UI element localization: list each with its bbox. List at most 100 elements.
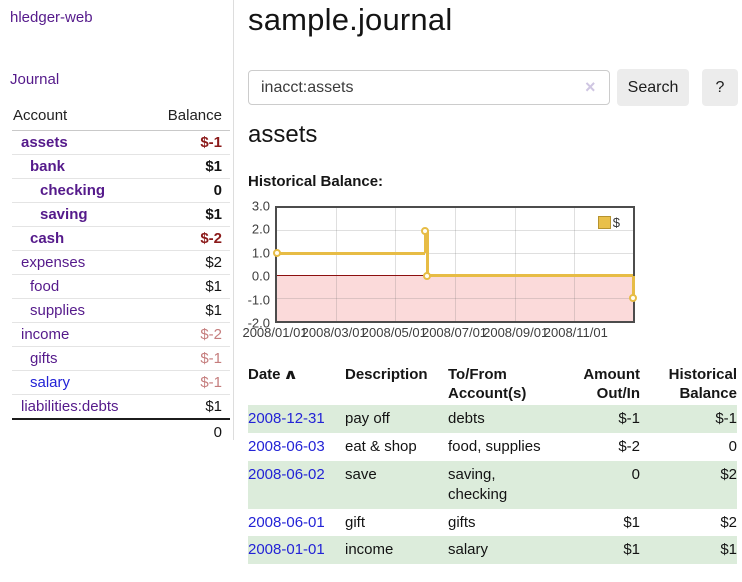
vertical-gridline [514,208,516,321]
account-link[interactable]: supplies [30,302,86,319]
accounts-total-row: 0 [12,418,230,445]
horizontal-gridline [277,252,633,254]
description-column-header: Description [345,366,428,383]
account-balance: $2 [205,254,222,271]
txn-date: 2008-01-01 [248,536,345,564]
account-link[interactable]: food [30,278,60,295]
series-line-segment [427,274,633,278]
series-line-segment [425,230,429,276]
account-balance: $-1 [200,374,222,391]
txn-date: 2008-06-02 [248,461,345,509]
account-link[interactable]: assets [21,134,68,151]
account-link[interactable]: saving [40,206,88,223]
x-axis-tick-label: 2008/01/01 [242,325,308,340]
search-form: × Search ? [248,69,742,106]
txn-historical-balance: $2 [720,513,737,531]
transaction-row: 2008-06-02 save saving, checking 0 $2 [248,460,737,509]
x-axis-tick-label: 2008/03/01 [301,325,367,340]
transaction-row: 2008-06-03 eat & shop food, supplies $-2 0 [248,433,737,461]
sidebar: hledger-web Journal Account Balance asse… [0,0,234,441]
vertical-gridline [335,208,337,321]
sort-ascending-icon: ∧ [282,366,298,382]
txn-historical-balance: $-1 [715,410,737,428]
txn-historical-balance: 0 [728,438,737,456]
txn-description: gift [345,513,366,531]
txn-historical-balance: $1 [720,541,737,559]
help-button[interactable]: ? [702,69,738,106]
x-axis-tick-label: 2008/05/01 [361,325,427,340]
account-row: saving $1 [12,203,230,227]
horizontal-gridline [277,230,633,232]
horizontal-gridline [277,297,633,299]
txn-date: 2008-06-03 [248,433,345,461]
chart-legend: $ [597,215,620,230]
txn-accounts: debts [448,410,485,428]
y-axis-labels: 3.0 2.0 1.0 0.0 -1.0 -2.0 [247,199,272,331]
account-link[interactable]: expenses [21,254,86,271]
txn-amount: $1 [623,513,640,531]
account-row: gifts $-1 [12,347,230,371]
account-balance: $-1 [200,350,222,367]
txn-date-link[interactable]: 2008-06-01 [248,513,325,531]
historical-column-header: Historical Balance [668,366,737,403]
account-row: cash $-2 [12,227,230,251]
y-axis-tick-label: -1.0 [247,292,270,308]
main-content: sample.journal × Search ? assets Histori… [242,0,742,582]
accounts-table-header: Account Balance [12,101,230,131]
app-title-link[interactable]: hledger-web [10,9,93,26]
txn-accounts: saving, checking [448,465,508,503]
txn-accounts: food, supplies [448,438,541,456]
account-row: checking 0 [12,179,230,203]
account-balance: $1 [205,398,222,415]
account-balance: $-2 [200,326,222,343]
date-column-header[interactable]: Date ∧ [248,366,298,383]
vertical-gridline [454,208,456,321]
search-input[interactable] [248,70,610,105]
vertical-gridline [574,208,576,321]
account-link[interactable]: liabilities:debts [21,398,119,415]
txn-historical-balance: $2 [720,465,737,483]
series-line-segment [277,251,426,255]
sidebar-item-journal[interactable]: Journal [10,71,60,88]
x-axis-labels: 2008/01/01 2008/03/01 2008/05/01 2008/07/01… [242,325,635,341]
txn-date-link[interactable]: 2008-01-01 [248,541,325,559]
legend-label: $ [612,215,620,230]
transaction-row: 2008-01-01 income salary $1 $1 [248,536,737,565]
account-balance: $-2 [200,230,222,247]
txn-date-link[interactable]: 2008-06-03 [248,438,325,456]
amount-column-header: Amount Out/In [583,366,640,403]
account-link[interactable]: checking [40,182,106,199]
txn-amount: $-2 [618,438,640,456]
vertical-gridline [395,208,397,321]
account-link[interactable]: income [21,326,70,343]
txn-date: 2008-06-01 [248,509,345,537]
txn-amount: $1 [623,541,640,559]
account-row: expenses $2 [12,251,230,275]
txn-date-link[interactable]: 2008-12-31 [248,410,325,428]
search-button[interactable]: Search [617,69,689,106]
txn-date-link[interactable]: 2008-06-02 [248,465,325,483]
account-row: salary $-1 [12,371,230,395]
data-point-marker [421,226,430,235]
clear-search-icon[interactable]: × [585,77,596,97]
x-axis-tick-label: 2008/07/01 [421,325,488,340]
account-link[interactable]: gifts [30,350,58,367]
y-axis-tick-label: 1.0 [251,245,270,261]
chart-title-label: Historical Balance: [248,173,384,190]
account-balance: $1 [205,278,222,295]
account-link[interactable]: bank [30,158,66,175]
legend-swatch [597,216,611,229]
txn-description: pay off [345,410,390,428]
negative-region [277,275,633,321]
data-point-marker [423,271,432,280]
account-link[interactable]: cash [30,230,65,247]
account-heading: assets [248,121,318,148]
txn-description: income [345,541,394,559]
transactions-table-body: 2008-12-31 pay off debts $-1 $-1 2008-06-03 ea… [248,405,737,565]
account-balance: $1 [205,206,222,223]
account-balance: $1 [205,302,222,319]
page-title: sample.journal [248,2,453,37]
account-link[interactable]: salary [30,374,71,391]
account-row: supplies $1 [12,299,230,323]
data-point-marker [629,294,637,303]
